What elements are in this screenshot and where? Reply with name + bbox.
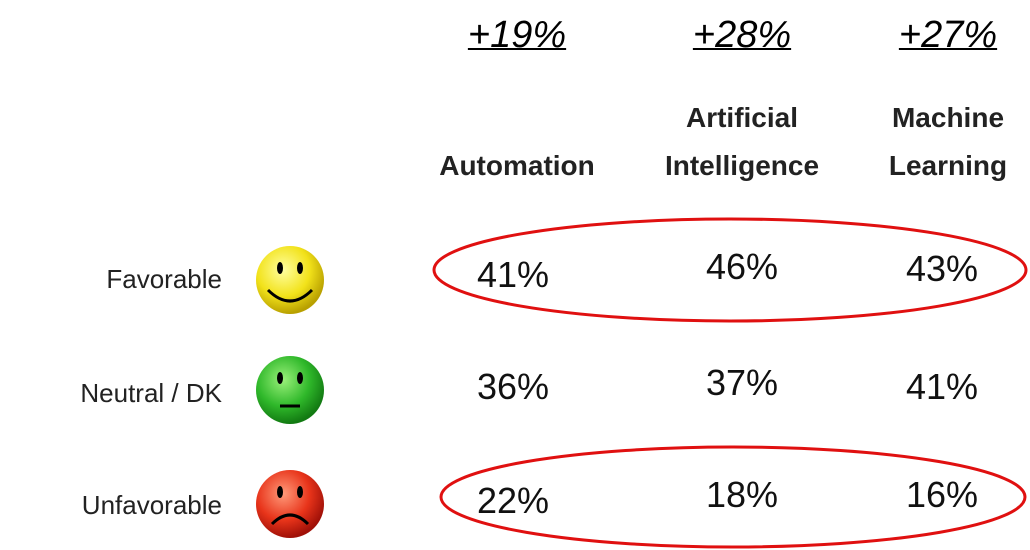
smiley-happy: [256, 246, 324, 314]
smiley-neutral: [256, 356, 324, 424]
column-header-text: Artificial Intelligence: [664, 102, 820, 181]
net-score: +28%: [692, 14, 792, 56]
highlight-ellipse: [432, 217, 1028, 323]
smiley-sad: [256, 470, 324, 538]
cell-value: 37%: [705, 362, 779, 403]
cell-value: 22%: [476, 480, 550, 521]
column-header: Machine Learning: [868, 90, 1028, 190]
cell-value: 43%: [905, 248, 979, 289]
net-score: +19%: [467, 14, 567, 56]
row-label: Neutral / DK: [80, 378, 222, 408]
column-header-text: Machine Learning: [888, 102, 1008, 181]
row-label: Favorable: [106, 264, 222, 294]
column-header: Artificial Intelligence: [642, 90, 842, 190]
column-header: Automation: [393, 90, 641, 190]
cell-value: 46%: [705, 246, 779, 287]
cell-value: 41%: [476, 254, 550, 295]
row-label: Unfavorable: [81, 490, 222, 520]
cell-value: 16%: [905, 474, 979, 515]
cell-value: 41%: [905, 366, 979, 407]
highlight-ellipse: [439, 445, 1027, 549]
net-score: +27%: [898, 14, 998, 56]
cell-value: 36%: [476, 366, 550, 407]
cell-value: 18%: [705, 474, 779, 515]
column-header-text: Automation: [439, 150, 595, 181]
